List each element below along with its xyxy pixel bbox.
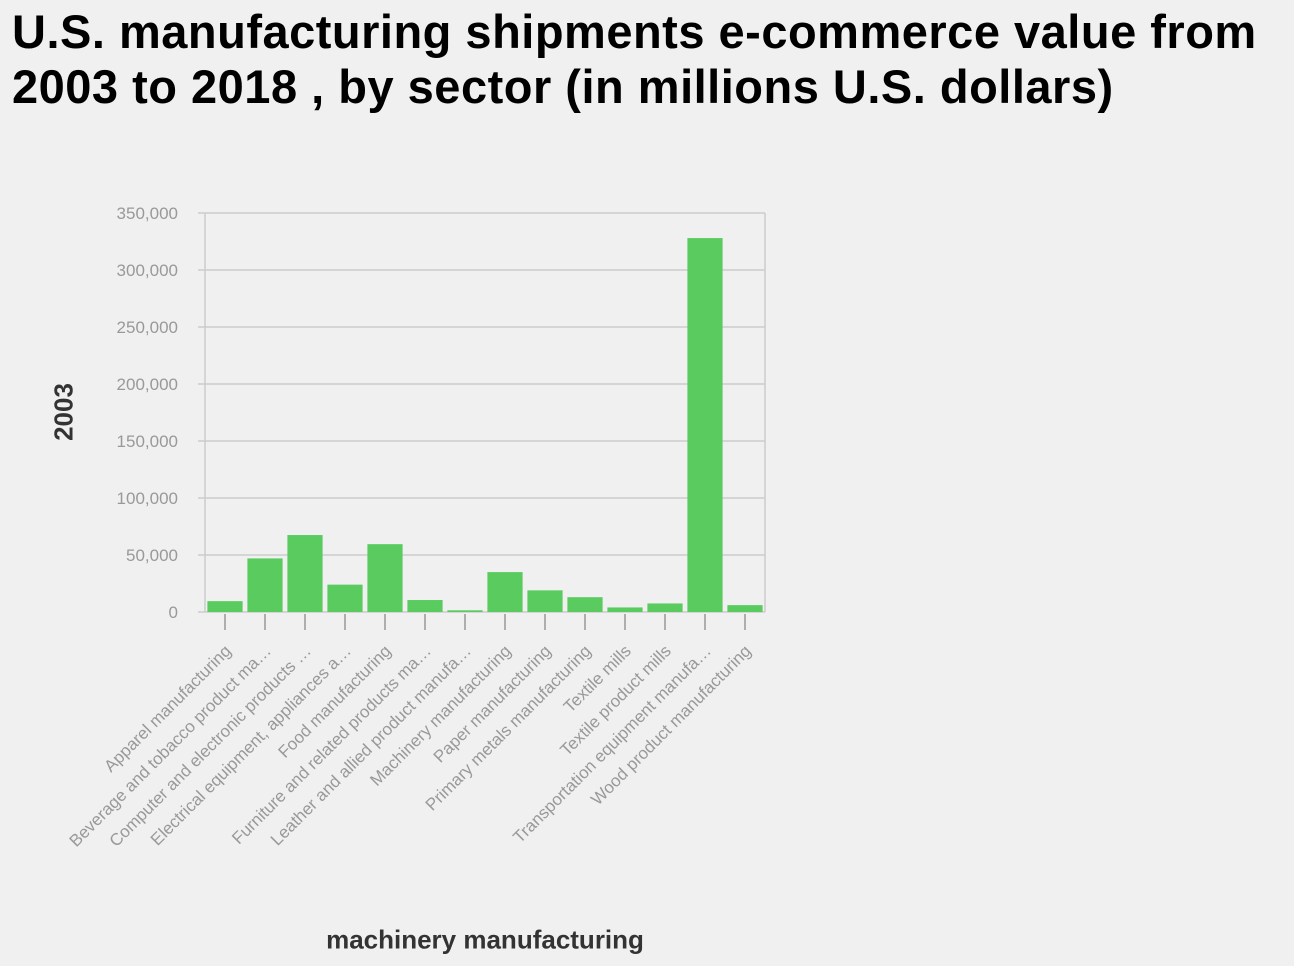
y-tick-label: 250,000 — [117, 318, 178, 337]
y-tick-label: 350,000 — [117, 204, 178, 223]
y-axis-ticks: 0 50,000 100,000 150,000 200,000 250,000 300,0… — [117, 204, 205, 622]
bar — [727, 605, 762, 612]
bar — [607, 607, 642, 612]
y-tick-label: 50,000 — [126, 546, 178, 565]
y-tick-label: 200,000 — [117, 375, 178, 394]
y-tick-label: 150,000 — [117, 432, 178, 451]
y-tick-label: 100,000 — [117, 489, 178, 508]
bar — [567, 597, 602, 612]
bar — [287, 535, 322, 612]
bar — [327, 585, 362, 612]
y-tick-label: 300,000 — [117, 261, 178, 280]
bar — [447, 610, 482, 612]
bar — [687, 238, 722, 612]
bar — [527, 590, 562, 612]
bar — [207, 601, 242, 612]
bar — [407, 600, 442, 612]
bar — [367, 544, 402, 612]
bar — [247, 558, 282, 612]
bar — [487, 572, 522, 612]
bars — [207, 238, 762, 612]
y-axis-label: 2003 — [49, 383, 80, 441]
y-tick-label: 0 — [169, 603, 178, 622]
bar — [647, 603, 682, 612]
x-axis-label: machinery manufacturing — [326, 925, 644, 956]
